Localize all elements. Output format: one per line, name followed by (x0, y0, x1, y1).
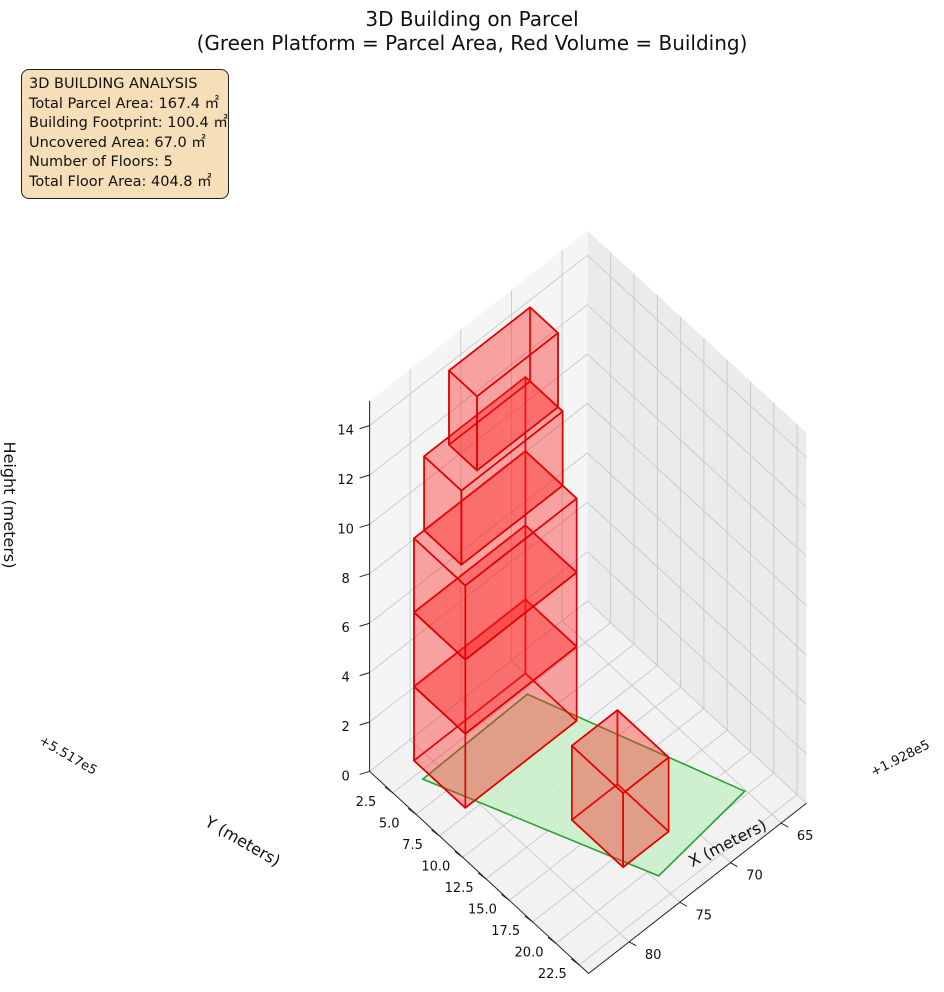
building-floor-4 (423, 376, 564, 566)
y-tick (431, 829, 440, 837)
chart-subtitle: (Green Platform = Parcel Area, Red Volum… (196, 31, 748, 55)
y-tick (524, 915, 534, 923)
x-tick (730, 862, 738, 868)
y-tick-label: 17.5 (491, 924, 520, 939)
grid-z-6 (369, 452, 807, 656)
z-tick-label: 0 (341, 769, 349, 784)
grid-z-12 (369, 304, 807, 508)
x-axis-offset-label: +1.928e5 (868, 738, 932, 781)
y-axis-label: Y (meters) (201, 812, 284, 871)
grid-z-10 (369, 353, 807, 557)
x-tick (780, 822, 789, 828)
z-tick (359, 523, 370, 528)
building-floor-1 (413, 598, 578, 809)
y-tick (454, 851, 464, 858)
info-total-floor-area: Total Floor Area: 404.8 ㎡ (29, 173, 212, 190)
x-tick-label: 75 (696, 908, 713, 923)
z-tick (359, 573, 370, 578)
axes-lines (369, 400, 807, 974)
info-uncovered-area: Uncovered Area: 67.0 ㎡ (29, 134, 206, 151)
y-axis-offset-label: +5.517e5 (36, 733, 99, 778)
y-tick (501, 894, 510, 901)
grid-z-0 (369, 600, 807, 804)
building-annex (570, 709, 670, 869)
building-face (622, 756, 670, 869)
parcel-platform (421, 693, 747, 877)
x-tick (679, 901, 688, 907)
info-number-of-floors: Number of Floors: 5 (29, 154, 173, 171)
z-tick-label: 6 (341, 621, 349, 636)
y-tick-label: 22.5 (538, 967, 567, 982)
x-tick-label: 80 (645, 948, 662, 963)
y-tick (477, 872, 487, 880)
z-tick (359, 425, 370, 430)
y-axis-line (369, 771, 589, 974)
y-tick (384, 786, 394, 794)
z-tick (359, 721, 370, 726)
back-pane-y (369, 230, 588, 772)
y-tick-label: 15.0 (468, 902, 497, 917)
y-tick (571, 958, 580, 966)
y-tick-label: 12.5 (445, 881, 474, 896)
z-tick-label: 14 (337, 424, 354, 439)
y-tick (407, 808, 417, 815)
z-tick (359, 622, 370, 627)
info-building-footprint: Building Footprint: 100.4 ㎡ (29, 115, 228, 132)
parcel-layer (421, 693, 747, 877)
x-tick-label: 65 (797, 829, 814, 844)
z-tick-label: 12 (337, 473, 354, 488)
z-tick (359, 672, 370, 677)
building-floor-3 (413, 450, 578, 661)
z-tick-label: 4 (341, 671, 349, 686)
grid-z-14 (369, 254, 807, 458)
info-parcel-area: Total Parcel Area: 167.4 ㎡ (29, 95, 220, 112)
y-tick (547, 937, 557, 944)
z-tick-label: 2 (341, 720, 349, 735)
analysis-info-box: 3D BUILDING ANALYSIS Total Parcel Area: … (21, 69, 229, 199)
building-layer (413, 306, 670, 869)
building-face (423, 455, 463, 566)
chart-title: 3D Building on Parcel (365, 7, 579, 31)
y-tick-label: 2.5 (356, 795, 377, 810)
y-tick-label: 5.0 (379, 816, 400, 831)
z-tick-label: 10 (337, 522, 354, 537)
grid-z-4 (369, 501, 807, 705)
info-box-heading: 3D BUILDING ANALYSIS (29, 76, 198, 92)
building-floor-2 (413, 524, 578, 735)
axes-ticks: 657075802.55.07.510.012.515.017.520.022.… (337, 424, 813, 982)
y-tick-label: 20.0 (515, 945, 544, 960)
x-tick (628, 941, 637, 947)
z-tick (359, 770, 370, 775)
back-pane-x (587, 230, 807, 804)
z-tick (359, 474, 370, 479)
z-axis-label: Height (meters) (0, 442, 19, 569)
building-floor-5 (448, 306, 559, 472)
x-axis-line (588, 802, 807, 974)
y-tick-label: 10.0 (421, 859, 450, 874)
building-face (448, 369, 478, 472)
y-tick-label: 7.5 (402, 838, 423, 853)
z-tick-label: 8 (341, 572, 349, 587)
building-face (413, 537, 467, 661)
x-tick-label: 70 (746, 869, 763, 884)
